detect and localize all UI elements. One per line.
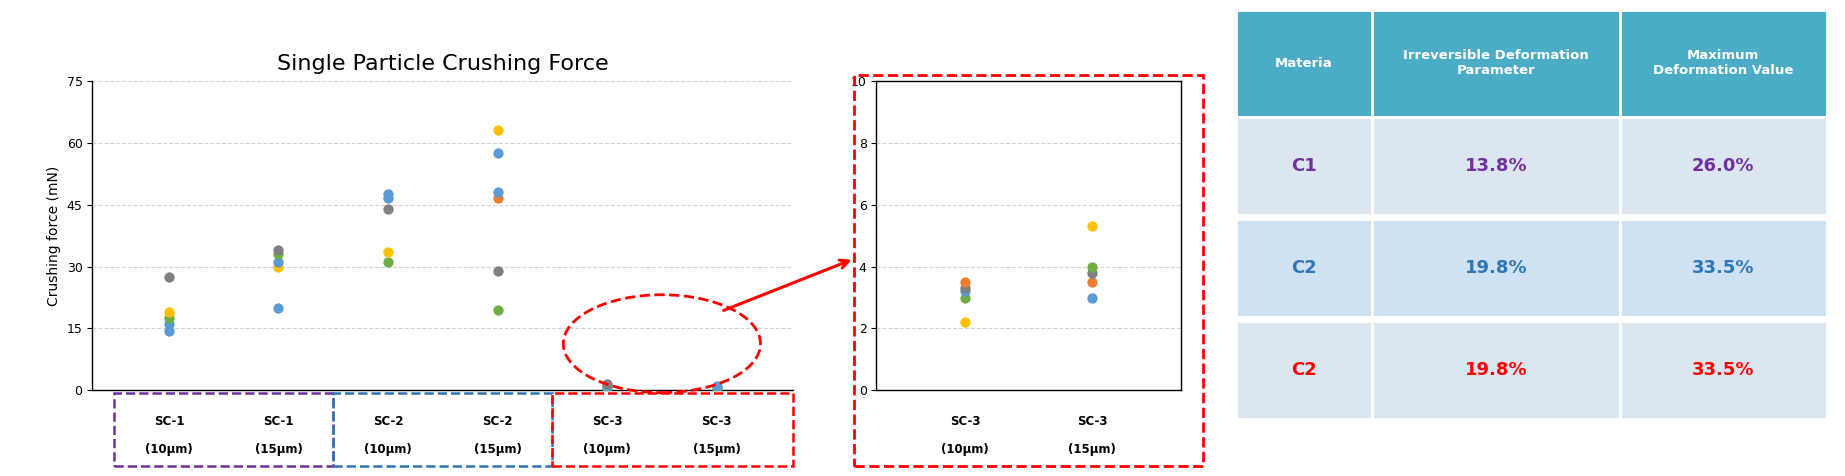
Text: 19.8%: 19.8%: [1465, 259, 1528, 277]
Point: [483, 127, 513, 134]
Bar: [1236, 219, 1373, 317]
Point: [483, 195, 513, 202]
Point: [1077, 278, 1107, 286]
Point: [950, 285, 980, 292]
Point: [950, 318, 980, 326]
Text: SC-1: SC-1: [264, 415, 293, 428]
Text: (15μm): (15μm): [255, 443, 303, 456]
Point: [950, 294, 980, 301]
Bar: [1373, 10, 1620, 117]
Y-axis label: Crushing force (mN): Crushing force (mN): [46, 166, 61, 306]
Bar: [1620, 10, 1827, 117]
Text: SC-3: SC-3: [592, 415, 622, 428]
Text: Maximum
Deformation Value: Maximum Deformation Value: [1653, 49, 1793, 77]
Bar: [1373, 219, 1620, 317]
Text: (10μm): (10μm): [146, 443, 194, 456]
Point: [155, 327, 185, 334]
Point: [483, 267, 513, 275]
Point: [373, 248, 402, 256]
Text: (15μm): (15μm): [474, 443, 522, 456]
Point: [155, 314, 185, 322]
Text: SC-3: SC-3: [701, 415, 732, 428]
Bar: [1620, 321, 1827, 419]
Point: [264, 263, 293, 270]
Point: [483, 306, 513, 314]
Point: [1077, 263, 1107, 270]
Text: Irreversible Deformation
Parameter: Irreversible Deformation Parameter: [1402, 49, 1589, 77]
Bar: [1236, 117, 1373, 215]
Point: [592, 382, 622, 390]
Point: [155, 308, 185, 316]
Point: [950, 288, 980, 295]
Point: [1077, 269, 1107, 277]
Text: (15μm): (15μm): [692, 443, 740, 456]
Text: C1: C1: [1292, 157, 1317, 175]
Text: C2: C2: [1292, 259, 1317, 277]
Text: Materia: Materia: [1275, 57, 1332, 69]
Text: C2: C2: [1292, 361, 1317, 379]
Point: [1077, 222, 1107, 230]
Bar: [1373, 117, 1620, 215]
Bar: [1620, 219, 1827, 317]
Text: SC-3: SC-3: [1077, 415, 1107, 428]
Text: SC-2: SC-2: [482, 415, 513, 428]
Point: [373, 258, 402, 266]
Point: [1077, 294, 1107, 301]
Point: [592, 380, 622, 388]
Point: [483, 188, 513, 196]
Point: [264, 258, 293, 266]
Point: [592, 385, 622, 392]
Point: [264, 246, 293, 254]
Point: [264, 304, 293, 312]
Text: (10μm): (10μm): [941, 443, 989, 456]
Text: 33.5%: 33.5%: [1692, 259, 1755, 277]
Point: [701, 385, 731, 392]
Point: [483, 149, 513, 157]
Text: (15μm): (15μm): [1068, 443, 1116, 456]
Point: [155, 320, 185, 328]
Point: [155, 273, 185, 281]
Text: SC-3: SC-3: [950, 415, 980, 428]
Point: [373, 205, 402, 213]
Text: 19.8%: 19.8%: [1465, 361, 1528, 379]
Bar: [1620, 117, 1827, 215]
Text: SC-1: SC-1: [153, 415, 185, 428]
Text: (10μm): (10μm): [583, 443, 631, 456]
Point: [950, 278, 980, 286]
Point: [701, 382, 731, 390]
Text: 26.0%: 26.0%: [1692, 157, 1755, 175]
Bar: [1373, 321, 1620, 419]
Text: 13.8%: 13.8%: [1465, 157, 1528, 175]
Title: Single Particle Crushing Force: Single Particle Crushing Force: [277, 54, 609, 74]
Point: [373, 190, 402, 198]
Point: [264, 250, 293, 258]
Text: (10μm): (10μm): [363, 443, 411, 456]
Bar: [1236, 321, 1373, 419]
Point: [373, 195, 402, 202]
Text: SC-2: SC-2: [373, 415, 404, 428]
Bar: [1236, 10, 1373, 117]
Text: 33.5%: 33.5%: [1692, 361, 1755, 379]
